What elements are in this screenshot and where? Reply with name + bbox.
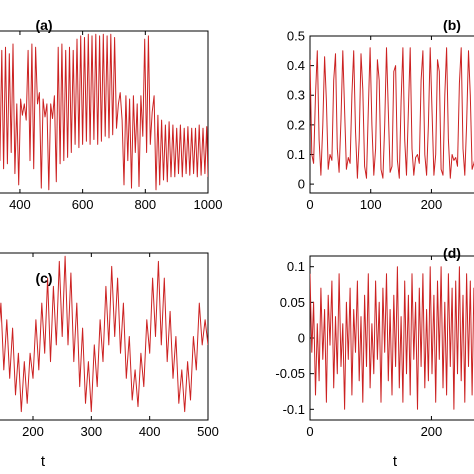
x-tick-label: 100 (360, 197, 382, 212)
panel-a: 400 600 800 1000 (a) (0, 17, 222, 212)
x-axis-label: t (41, 453, 46, 470)
x-tick-label: 800 (134, 197, 156, 212)
x-tick-label: 200 (22, 424, 44, 439)
y-tick-label: 0.2 (287, 117, 305, 132)
plot-frame (0, 252, 209, 421)
y-tick-label: 0.1 (287, 259, 305, 274)
y-tick-label: 0.1 (287, 147, 305, 162)
y-tick-label: 0.05 (280, 295, 305, 310)
plot-frame (309, 35, 474, 194)
x-tick-label: 0 (306, 197, 313, 212)
y-tick-label: 0 (298, 177, 305, 192)
panel-label-b: (b) (443, 17, 461, 33)
series-line-d (310, 266, 474, 410)
x-tick-label: 400 (139, 424, 161, 439)
panel-b: 0 100 200 0 0.1 0.2 0.3 0.4 0.5 (b) (287, 17, 474, 212)
x-tick-label: 600 (72, 197, 94, 212)
panel-d: 0 200 -0.1 -0.05 0 0.05 0.1 (d) t (275, 245, 474, 470)
panel-label-d: (d) (443, 245, 461, 261)
y-tick-label: 0.4 (287, 58, 305, 73)
panel-label-c: (c) (35, 270, 52, 286)
x-tick-label: 400 (9, 197, 31, 212)
y-tick-label: 0.5 (287, 29, 305, 44)
plot-frame (0, 30, 209, 194)
panel-c: 200 300 400 500 (c) t (0, 252, 219, 470)
series-line-b (310, 47, 474, 179)
x-tick-label: 200 (421, 197, 443, 212)
y-tick-label: -0.05 (275, 366, 305, 381)
x-tick-label: 500 (197, 424, 219, 439)
y-tick-label: 0 (298, 331, 305, 346)
series-line-a (0, 33, 208, 191)
panel-label-a: (a) (35, 17, 52, 33)
x-tick-label: 200 (421, 424, 443, 439)
x-tick-label: 0 (306, 424, 313, 439)
y-tick-label: -0.1 (283, 402, 305, 417)
series-line-c (0, 255, 208, 413)
x-axis-label: t (393, 453, 398, 470)
x-tick-label: 1000 (194, 197, 223, 212)
y-tick-label: 0.3 (287, 88, 305, 103)
x-tick-label: 300 (80, 424, 102, 439)
